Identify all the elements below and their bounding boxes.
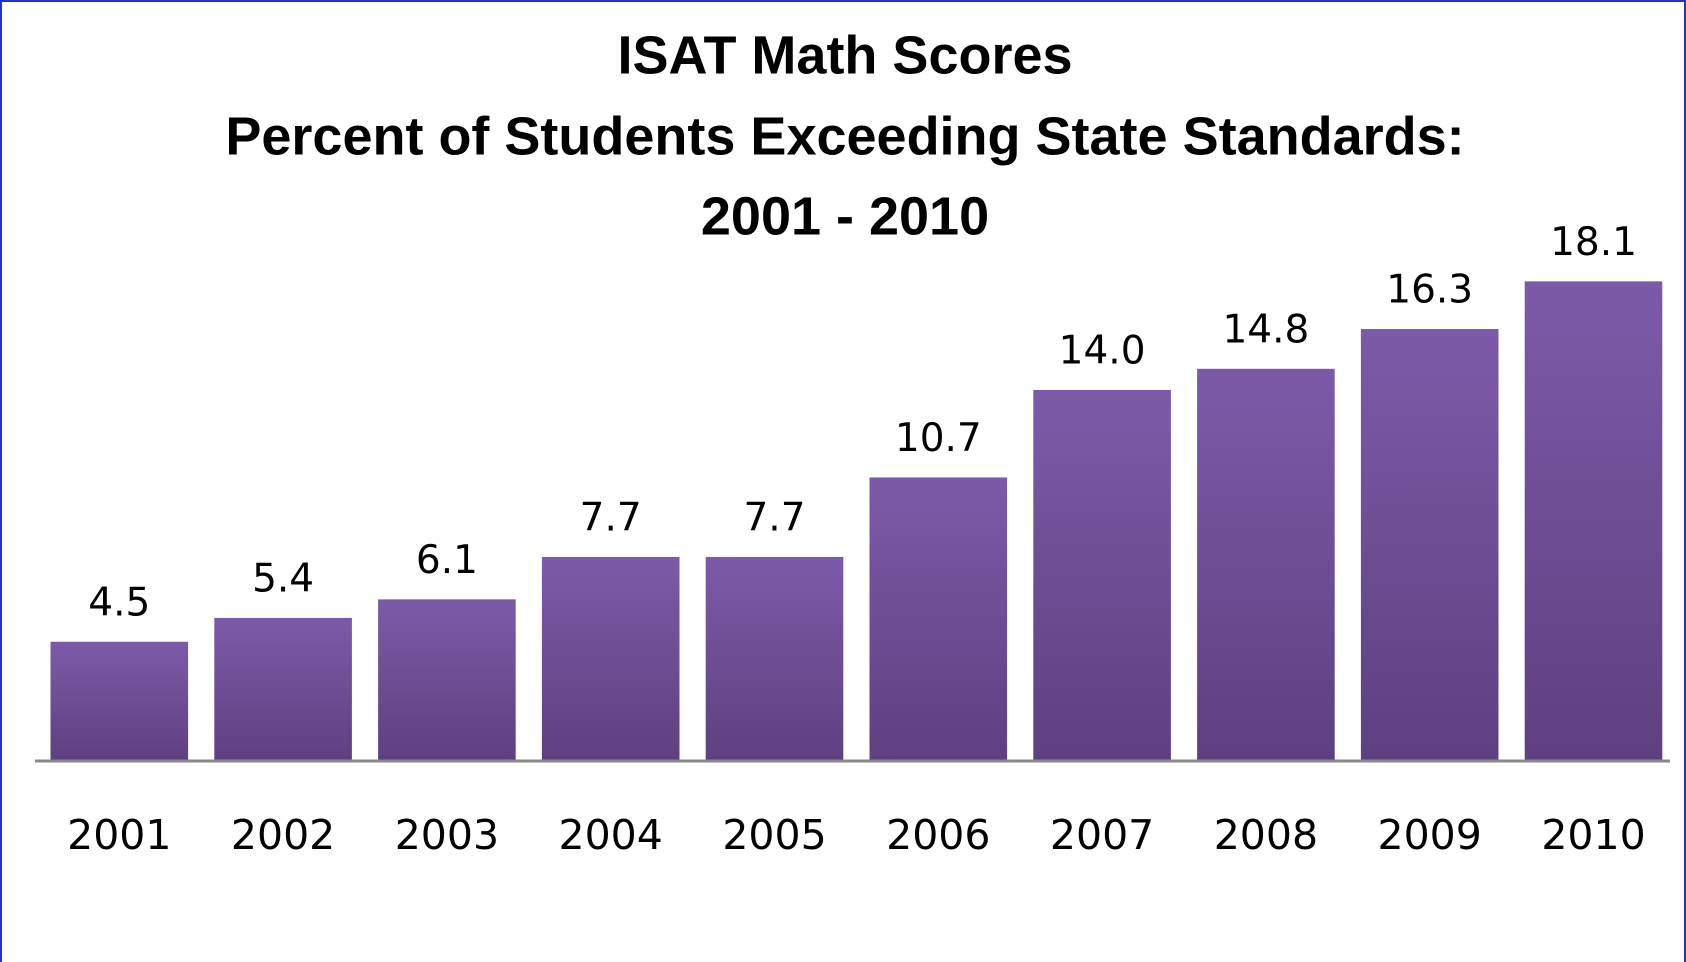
chart-title: ISAT Math Scores bbox=[617, 25, 1072, 85]
value-label: 14.0 bbox=[1059, 329, 1146, 374]
x-tick-label: 2003 bbox=[395, 811, 499, 859]
x-tick-label: 2002 bbox=[231, 811, 335, 859]
value-label: 18.1 bbox=[1550, 220, 1637, 265]
value-label: 4.5 bbox=[88, 580, 150, 625]
chart-title: Percent of Students Exceeding State Stan… bbox=[225, 106, 1464, 166]
x-tick-label: 2006 bbox=[886, 811, 990, 859]
bar bbox=[541, 556, 680, 761]
value-label: 7.7 bbox=[580, 495, 642, 540]
x-tick-label: 2004 bbox=[559, 811, 663, 859]
value-label: 6.1 bbox=[416, 538, 478, 583]
x-tick-label: 2009 bbox=[1378, 811, 1482, 859]
bar bbox=[50, 641, 189, 761]
x-tick-label: 2005 bbox=[722, 811, 826, 859]
value-label: 16.3 bbox=[1386, 268, 1473, 313]
x-tick-label: 2010 bbox=[1541, 811, 1645, 859]
chart-title: 2001 - 2010 bbox=[701, 186, 989, 246]
x-tick-label: 2001 bbox=[67, 811, 171, 859]
value-label: 10.7 bbox=[895, 416, 982, 461]
value-label: 14.8 bbox=[1222, 307, 1309, 352]
x-tick-label: 2008 bbox=[1214, 811, 1318, 859]
bar bbox=[705, 556, 844, 761]
x-tick-label: 2007 bbox=[1050, 811, 1154, 859]
value-label: 5.4 bbox=[252, 556, 314, 601]
bar bbox=[378, 599, 516, 761]
bar bbox=[1197, 368, 1335, 761]
bar bbox=[1360, 329, 1499, 761]
bar bbox=[869, 477, 1008, 761]
bar bbox=[1033, 390, 1171, 761]
bar bbox=[1524, 281, 1663, 761]
value-label: 7.7 bbox=[743, 495, 805, 540]
bar bbox=[214, 617, 352, 761]
